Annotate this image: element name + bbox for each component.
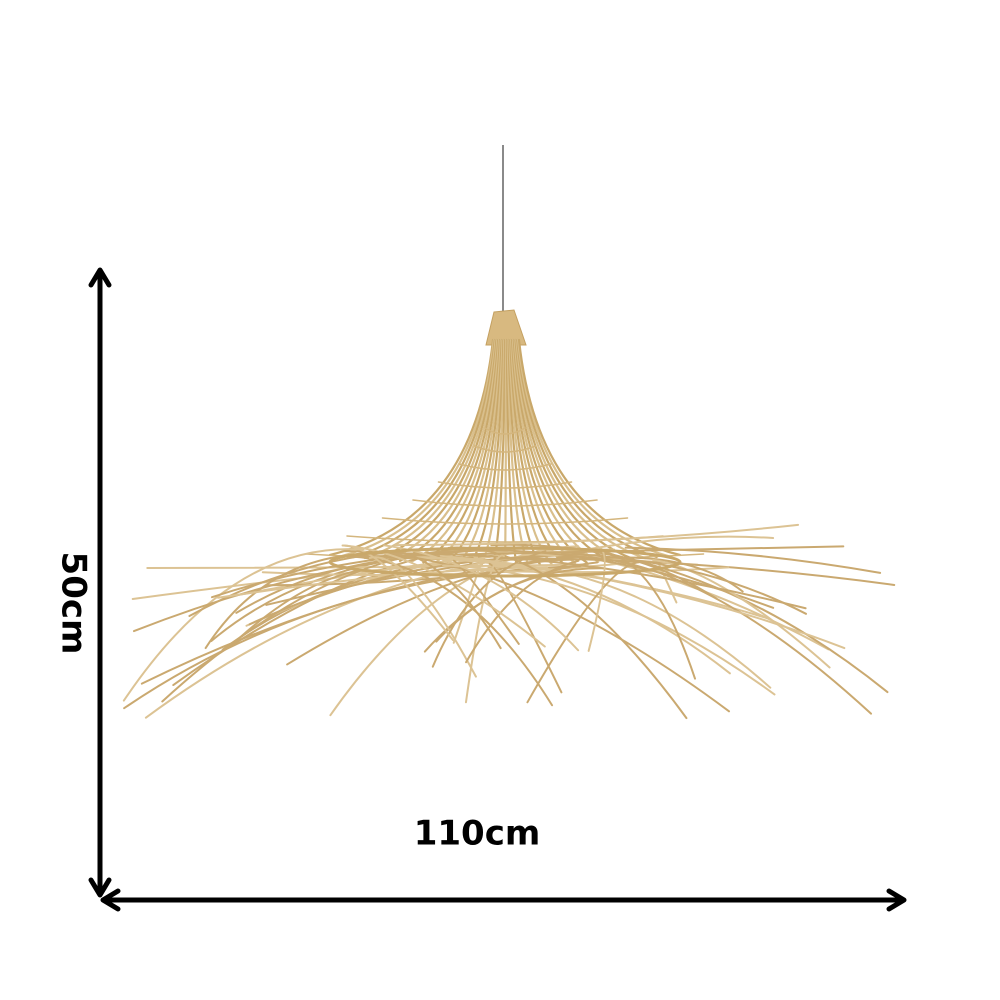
rattan-strand [487,565,772,689]
rattan-strand [473,445,537,453]
rattan-strand [437,481,573,489]
rattan-strand [398,338,500,562]
rattan-strand [452,559,520,645]
rattan-strand [513,557,896,586]
rattan-strand [484,427,526,435]
rattan-strand [652,558,831,669]
rattan-strand [368,556,477,678]
lamp-ring [328,546,682,578]
rattan-strand [431,550,547,668]
rattan-strand [442,564,776,696]
rattan-strand [596,550,697,680]
rattan-strand [387,338,499,562]
rattan-strand [394,523,800,547]
rattan-strand [412,499,598,507]
rattan-strand [381,517,629,525]
height-label: 50cm [54,552,94,655]
rattan-strand [452,560,483,644]
rattan-strand [423,556,668,593]
rattan-strand [560,552,807,615]
rattan-strand [624,546,882,574]
rattan-strand [517,338,682,557]
rattan-strands [122,338,896,720]
rattan-strand [517,338,670,558]
width-label: 110cm [414,814,541,854]
rattan-strand [328,338,495,557]
rattan-strand [526,561,640,704]
rattan-strand [465,559,580,664]
rattan-strand [488,562,563,694]
width-arrow [100,888,907,912]
rattan-strand [238,568,366,639]
rattan-strand [122,548,364,702]
lamp-top [485,309,527,346]
rattan-strand [458,463,552,471]
rattan-strand [572,535,775,553]
rattan-strand [204,553,353,650]
height-arrow [88,267,112,898]
